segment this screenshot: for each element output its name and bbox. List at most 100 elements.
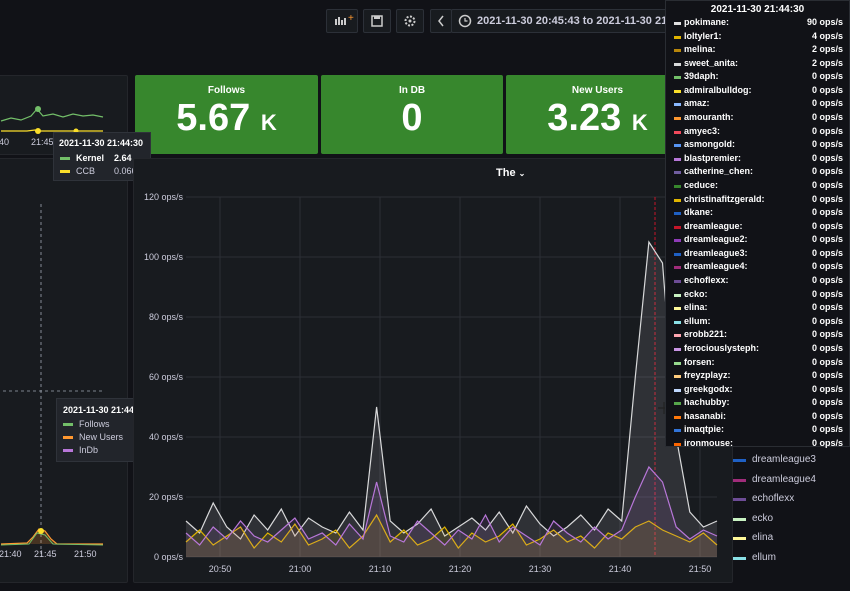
stat-value: 5.67 K xyxy=(135,96,318,145)
tooltip-name: erobb221: xyxy=(684,329,728,340)
tooltip-row: hasanabi: 0 ops/s xyxy=(674,411,843,424)
legend-swatch xyxy=(733,537,746,541)
tooltip-name: ferociouslysteph: xyxy=(684,342,760,353)
tooltip-swatch xyxy=(63,423,73,426)
tooltip-swatch xyxy=(674,117,681,121)
tooltip-swatch xyxy=(674,225,681,229)
tooltip-name: dreamleague4: xyxy=(684,261,748,272)
tooltip-swatch xyxy=(674,22,681,25)
tooltip-value: 0 ops/s xyxy=(811,98,843,109)
x-tick-label: 21:40 xyxy=(609,564,632,574)
tooltip-swatch xyxy=(674,252,681,256)
tooltip-swatch xyxy=(674,62,681,66)
tooltip-value: 0 ops/s xyxy=(811,166,843,177)
tooltip-name: greekgodx: xyxy=(684,383,733,394)
stat-title: New Users xyxy=(571,85,624,96)
legend-name: dreamleague4 xyxy=(752,473,816,485)
tooltip-row: elina: 0 ops/s xyxy=(674,302,843,315)
legend-swatch xyxy=(733,478,746,482)
mini-x-label: 21:45 xyxy=(31,137,54,147)
tooltip-name: amouranth: xyxy=(684,112,734,123)
series-area xyxy=(186,467,717,557)
tooltip-name: New Users xyxy=(79,432,124,442)
tooltip-value: 0 ops/s xyxy=(811,152,843,163)
tooltip-swatch xyxy=(674,347,681,351)
tooltip-value: 0 ops/s xyxy=(811,125,843,136)
icon xyxy=(371,15,383,27)
tooltip-row: 39daph: 0 ops/s xyxy=(674,71,843,84)
tooltip-row: ceduce: 0 ops/s xyxy=(674,180,843,193)
tooltip-value: 2.64 xyxy=(114,153,132,163)
tooltip-value: 0 ops/s xyxy=(811,410,843,421)
tooltip-row: dreamleague4: 0 ops/s xyxy=(674,261,843,274)
save-button[interactable] xyxy=(363,9,391,33)
tooltip-name: sweet_anita: xyxy=(684,57,739,68)
y-tick-label: 40 ops/s xyxy=(149,432,184,442)
tooltip-swatch xyxy=(674,307,681,311)
tooltip-value: 0 ops/s xyxy=(811,112,843,123)
tooltip-row: admiralbulldog: 0 ops/s xyxy=(674,85,843,98)
time-range-picker[interactable]: 2021-11-30 20:45:43 to 2021-11-30 21: xyxy=(451,9,681,33)
tooltip-name: hasanabi: xyxy=(684,410,727,421)
tooltip-row: ellum: 0 ops/s xyxy=(674,316,843,329)
tooltip-swatch xyxy=(674,171,681,175)
x-tick-label: 21:10 xyxy=(369,564,392,574)
tooltip-swatch xyxy=(674,157,681,161)
tooltip-swatch xyxy=(674,293,681,297)
tooltip-name: hachubby: xyxy=(684,397,730,408)
tooltip-swatch xyxy=(674,361,681,365)
left-x-label: 21:40 xyxy=(0,549,22,559)
tooltip-name: ironmouse: xyxy=(684,437,734,448)
tooltip-value: 0 ops/s xyxy=(811,220,843,231)
tooltip-swatch xyxy=(674,49,681,53)
tooltip-name: pokimane: xyxy=(684,17,730,27)
tooltip-value: 90 ops/s xyxy=(806,17,843,27)
tooltip-name: admiralbulldog: xyxy=(684,84,752,95)
tooltip-row: catherine_chen: 0 ops/s xyxy=(674,166,843,179)
tooltip-row: greekgodx: 0 ops/s xyxy=(674,384,843,397)
x-tick-label: 21:20 xyxy=(449,564,472,574)
tooltip-swatch xyxy=(674,402,681,406)
stat-title: In DB xyxy=(398,85,426,96)
stat-title: Follows xyxy=(207,85,246,96)
tooltip-swatch xyxy=(674,144,681,148)
tooltip-swatch xyxy=(60,157,70,160)
tooltip-name: loltyler1: xyxy=(684,30,722,41)
time-range: 2021-11-30 20:45:43 to 2021-11-30 21: xyxy=(477,15,671,27)
tooltip-name: ceduce: xyxy=(684,179,719,190)
tooltip-name: Follows xyxy=(79,419,110,429)
tooltip-name: dreamleague: xyxy=(684,220,743,231)
y-tick-label: 100 ops/s xyxy=(144,252,184,262)
legend-name: echoflexx xyxy=(752,493,795,505)
time-back-button[interactable] xyxy=(430,9,452,33)
tooltip-swatch xyxy=(674,184,681,188)
tooltip-row: sweet_anita: 2 ops/s xyxy=(674,58,843,71)
panel-title[interactable]: The ⌄ xyxy=(496,167,526,179)
legend-swatch xyxy=(733,459,746,462)
tooltip-row: dreamleague2: 0 ops/s xyxy=(674,234,843,247)
tooltip-row: imaqtpie: 0 ops/s xyxy=(674,424,843,437)
tooltip-name: Kernel xyxy=(76,153,105,163)
tooltip-swatch xyxy=(674,103,681,107)
stat-number: 0 xyxy=(401,97,423,139)
add-panel-button[interactable]: + xyxy=(326,9,358,33)
tooltip-time: 2021-11-30 21:44:30 xyxy=(710,4,805,15)
tooltip-name: ellum: xyxy=(684,315,711,326)
tooltip-swatch xyxy=(674,388,681,392)
tooltip-value: 0 ops/s xyxy=(811,424,843,435)
series-line xyxy=(185,240,718,540)
panel-title-text: The xyxy=(496,167,516,179)
tooltip-swatch xyxy=(63,449,73,452)
tooltip-value: 0 ops/s xyxy=(811,234,843,245)
y-tick-label: 0 ops/s xyxy=(154,552,184,562)
svg-text:+: + xyxy=(348,13,354,24)
tooltip-swatch xyxy=(674,130,681,134)
stat-indb: In DB 0 xyxy=(321,75,503,154)
stat-value: 0 xyxy=(321,96,503,140)
tooltip-row: ecko: 0 ops/s xyxy=(674,289,843,302)
tooltip-value: 0 ops/s xyxy=(811,342,843,353)
tooltip-value: 0.0667 xyxy=(114,166,142,176)
stat-unit: K xyxy=(260,110,277,135)
settings-button[interactable] xyxy=(396,9,424,33)
tooltip-row: ferociouslysteph: 0 ops/s xyxy=(674,343,843,356)
